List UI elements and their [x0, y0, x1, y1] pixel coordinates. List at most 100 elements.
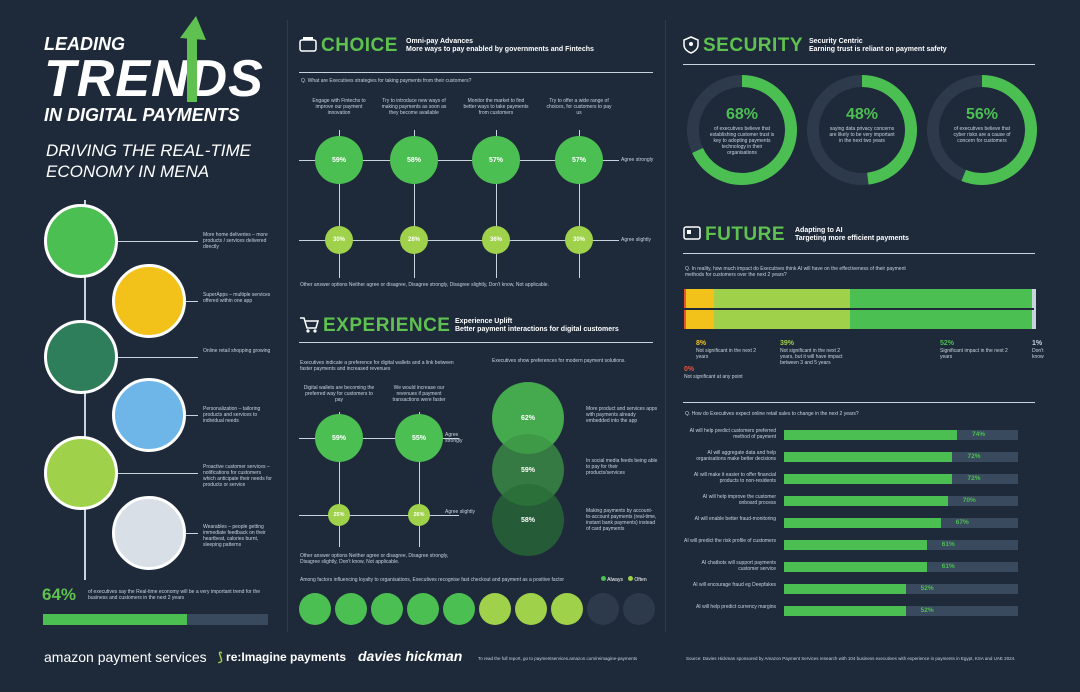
ai-bar-label-3: AI will make it easier to offer financia…	[693, 472, 776, 484]
ai-bar-label-5: AI will enable better fraud-monitoring	[694, 516, 776, 522]
exp-label-2: We would increase our revenues if paymen…	[392, 385, 446, 403]
impact-segment-5	[1032, 289, 1036, 329]
ai-bar-fill-3	[784, 474, 953, 484]
ai-bar-value-4: 70%	[962, 497, 976, 504]
choice-subtitle-2: More ways to pay enabled by governments …	[406, 46, 594, 53]
choice-note: Other answer options Neither agree or di…	[300, 282, 549, 288]
ai-bar-value-2: 72%	[967, 453, 981, 460]
exp-hline-strong	[299, 438, 459, 439]
venn-text-2: In social media feeds being able to pay …	[586, 458, 658, 476]
exp-label-1: Digital wallets are becoming the preferr…	[303, 385, 375, 403]
choice-grid: Engage with Fintechs to improve our paym…	[299, 92, 659, 282]
footer-read-more[interactable]: To read the full report, go to paymentse…	[478, 656, 638, 661]
security-title: SECURITY	[703, 35, 804, 56]
choice-question: Q. What are Executives strategies for ta…	[301, 78, 472, 84]
loyalty-dot-4	[407, 593, 439, 625]
agree-strongly-label: Agree strongly	[621, 157, 654, 163]
stat-text: of executives say the Real-time economy …	[88, 589, 261, 601]
trend-connector-6	[186, 533, 198, 534]
ai-bar-fill-1	[784, 430, 958, 440]
experience-subtitle-1: Experience Uplift	[455, 318, 513, 325]
future-subtitle-1: Adapting to AI	[795, 227, 843, 234]
experience-subtitle-2: Better payment interactions for digital …	[455, 326, 619, 333]
legend-often: Often	[628, 576, 647, 583]
legend-often-label: Often	[634, 577, 647, 583]
choice-label-1: Engage with Fintechs to improve our paym…	[312, 98, 366, 116]
exp-vline-1	[339, 412, 340, 547]
experience-left-question: Executives indicate a preference for dig…	[300, 360, 454, 372]
subtitle-line-1: DRIVING THE REAL-TIME	[46, 141, 251, 160]
trend-connector-5	[118, 473, 198, 474]
choice-subtitle-1: Omni-pay Advances	[406, 38, 474, 45]
experience-right-question: Executives show preferences for modern p…	[492, 358, 626, 364]
ai-bar-fill-2	[784, 452, 953, 462]
shield-icon	[683, 36, 699, 54]
impact-label-2: Not significant in the next 2 years	[696, 348, 757, 360]
security-ring-3	[927, 75, 1037, 185]
ai-bar-label-7: AI chatbots will support payments custom…	[701, 560, 776, 572]
choice-slight-4: 30%	[565, 226, 593, 254]
footer-source: Source: Davies Hickman sponsored by Amaz…	[686, 656, 1016, 661]
title-line-2: TRENDS	[44, 50, 264, 108]
impact-divider	[684, 308, 1034, 310]
ai-bar-label-9: AI will help predict currency margins	[695, 604, 776, 610]
ai-bar-value-3: 72%	[967, 475, 981, 482]
legend-always: Always	[601, 576, 623, 583]
trend-icon-2	[112, 264, 186, 338]
trend-connector-2	[186, 301, 198, 302]
security-value-1: 68%	[725, 106, 759, 123]
ai-bar-label-2: AI will aggregate data and help organisa…	[696, 450, 776, 462]
choice-strong-2: 58%	[390, 136, 438, 184]
impact-value-2: 8%	[696, 340, 707, 347]
trend-text-2: SuperApps – multiple services offered wi…	[203, 292, 271, 304]
trend-icon-6	[112, 496, 186, 570]
future-title: FUTURE	[705, 224, 786, 245]
security-subtitle-2: Earning trust is reliant on payment safe…	[809, 46, 947, 53]
exp-slight-2: 26%	[408, 504, 430, 526]
experience-grid: Digital wallets are becoming the preferr…	[299, 382, 479, 547]
choice-slight-2: 28%	[400, 226, 428, 254]
trend-arrow-icon	[180, 16, 206, 102]
stat-bar-fill	[43, 614, 187, 625]
exp-strong-2: 55%	[395, 414, 443, 462]
ai-bar-value-7: 61%	[941, 563, 955, 570]
trend-icon-3	[44, 320, 118, 394]
ai-bar-value-1: 74%	[972, 431, 986, 438]
security-value-3: 56%	[965, 106, 999, 123]
ai-bar-label-4: AI will help improve the customer onboar…	[702, 494, 776, 506]
ai-bar-value-9: 52%	[920, 607, 934, 614]
ai-bar-label-6: AI will predict the risk profile of cust…	[684, 538, 776, 544]
impact-label-5: Don't know	[1032, 348, 1044, 360]
ai-bar-fill-4	[784, 496, 948, 506]
loyalty-dot-1	[299, 593, 331, 625]
footer-logo-reimagine: ⟆ re:Imagine payments	[218, 650, 347, 664]
security-text-2: saying data privacy concerns are likely …	[829, 126, 895, 144]
choice-slight-1: 30%	[325, 226, 353, 254]
footer-logo-davies: davies hickman	[358, 648, 463, 664]
security-value-2: 48%	[845, 106, 879, 123]
experience-icon	[300, 317, 319, 333]
experience-note: Other answer options Neither agree or di…	[300, 553, 449, 565]
impact-label-3: Not significant in the next 2 years, but…	[780, 348, 843, 366]
trend-connector-3	[118, 357, 198, 358]
security-text-1: of executives believe that establishing …	[709, 126, 775, 156]
impact-value-4: 52%	[940, 340, 955, 347]
choice-vline-2	[414, 130, 415, 278]
footer-logo-amazon: amazon payment services	[44, 649, 207, 665]
trend-connector-4	[186, 415, 198, 416]
venn-text-1: More product and services apps with paym…	[586, 406, 658, 424]
security-rings: 68% of executives believe that establishi…	[680, 72, 1042, 190]
ai-chip-icon	[683, 226, 701, 240]
security-ring-fill-1	[687, 75, 797, 185]
security-ring-2	[807, 75, 917, 185]
exp-hline-slight	[299, 515, 459, 516]
impact-value-3: 39%	[780, 340, 795, 347]
impact-label-1: Not significant at any point	[684, 374, 743, 380]
exp-agree-slightly: Agree slightly	[445, 509, 476, 515]
choice-label-3: Monitor the market to find better ways t…	[463, 98, 529, 116]
loyalty-dot-8	[551, 593, 583, 625]
venn-text-3: Making payments by account-to-account pa…	[586, 508, 657, 532]
choice-strong-4: 57%	[555, 136, 603, 184]
loyalty-dot-6	[479, 593, 511, 625]
stat-bar	[43, 614, 268, 625]
